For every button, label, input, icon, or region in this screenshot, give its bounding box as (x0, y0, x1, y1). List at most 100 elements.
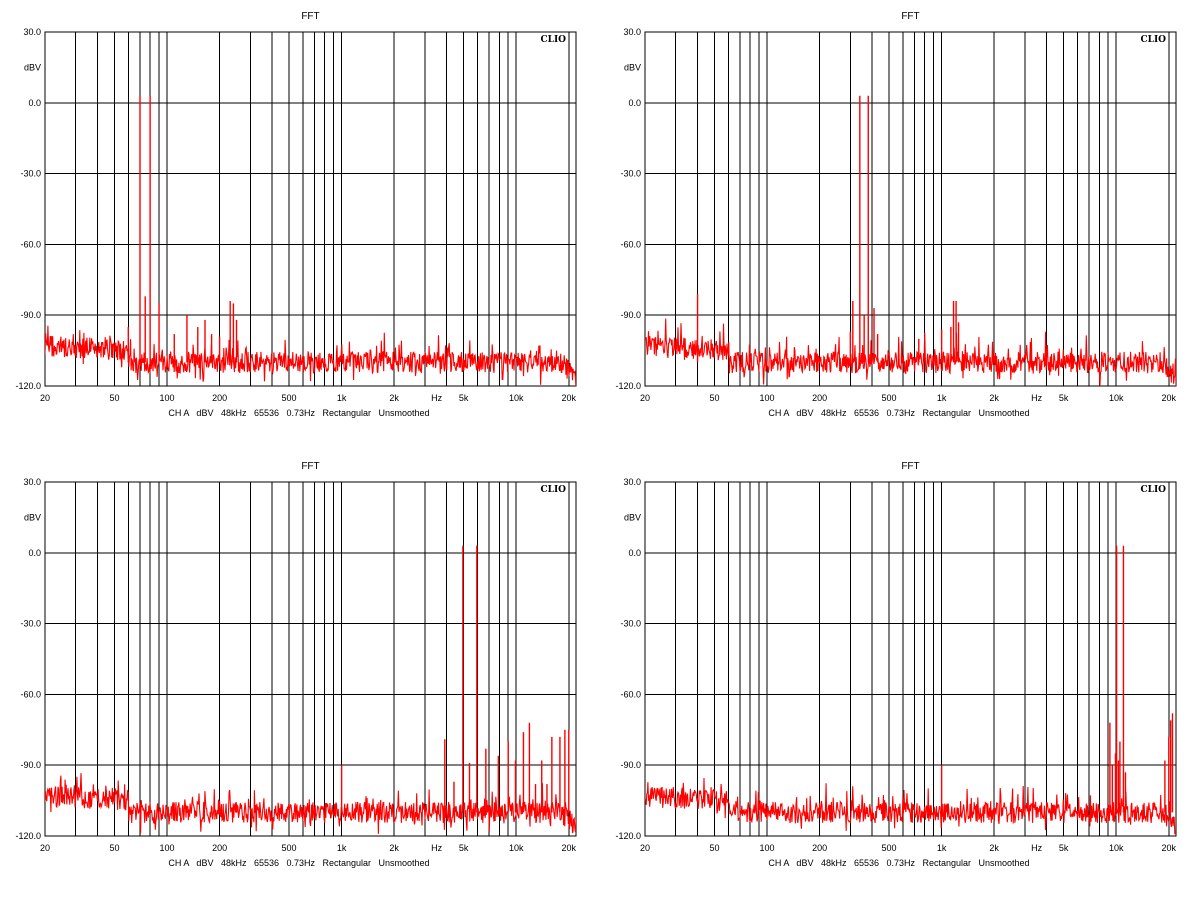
chart-title: FFT (301, 11, 319, 22)
x-tick-label: 2k (389, 843, 399, 853)
plot-area (645, 32, 1176, 386)
y-tick-label: -60.0 (620, 239, 641, 249)
y-tick-label: -30.0 (620, 619, 641, 629)
x-tick-label: 20k (562, 393, 577, 403)
clio-logo: CLIO (540, 35, 566, 45)
x-tick-label: 1k (337, 393, 347, 403)
y-tick-label: 0.0 (628, 548, 641, 558)
x-tick-label: 5k (1059, 843, 1069, 853)
fft-chart-3: FFT 30.0 0.0 -30.0 -60.0 -90.0 -120.0 dBV 20 50 10… (15, 461, 577, 868)
x-tick-label: Hz (431, 393, 442, 403)
clio-logo: CLIO (1140, 485, 1166, 495)
y-tick-label: 0.0 (28, 548, 41, 558)
y-axis-unit: dBV (624, 62, 641, 72)
y-tick-label: 0.0 (628, 98, 641, 108)
x-tick-label: 20 (40, 843, 50, 853)
plot-frame (644, 481, 1177, 837)
x-tick-label: 200 (812, 393, 827, 403)
y-tick-label: -30.0 (20, 169, 41, 179)
x-tick-label: Hz (431, 843, 442, 853)
x-tick-label: 500 (282, 843, 297, 853)
x-tick-label: 20 (640, 393, 650, 403)
clio-logo: CLIO (540, 485, 566, 495)
x-tick-label: 5k (1059, 393, 1069, 403)
x-tick-label: 1k (937, 843, 947, 853)
y-tick-label: -30.0 (20, 619, 41, 629)
x-tick-label: 100 (160, 843, 175, 853)
plot-area (45, 32, 576, 386)
x-tick-label: 5k (459, 843, 469, 853)
fft-noise-trace (645, 318, 1176, 386)
y-tick-label: -120.0 (15, 831, 41, 841)
y-tick-label: -60.0 (20, 689, 41, 699)
measurement-settings: CH A dBV 48kHz 65536 0.73Hz Rectangular … (168, 408, 429, 418)
y-axis-unit: dBV (624, 512, 641, 522)
x-tick-label: 20k (1162, 393, 1177, 403)
plot-area (45, 482, 576, 836)
x-tick-label: 500 (882, 843, 897, 853)
y-tick-label: -90.0 (620, 310, 641, 320)
x-tick-label: 50 (709, 843, 719, 853)
x-tick-label: 20 (40, 393, 50, 403)
measurement-settings: CH A dBV 48kHz 65536 0.73Hz Rectangular … (768, 408, 1029, 418)
x-tick-label: 10k (1109, 843, 1124, 853)
fft-chart-2: FFT 30.0 0.0 -30.0 -60.0 -90.0 -120.0 dBV 20 50 10… (615, 11, 1177, 418)
x-tick-label: 50 (709, 393, 719, 403)
chart-title: FFT (901, 461, 919, 472)
x-tick-label: 100 (760, 393, 775, 403)
y-axis-unit: dBV (24, 512, 41, 522)
y-tick-label: -90.0 (620, 760, 641, 770)
plot-frame (44, 481, 577, 837)
clio-logo: CLIO (1140, 35, 1166, 45)
y-tick-label: -60.0 (20, 239, 41, 249)
x-tick-label: 20 (640, 843, 650, 853)
fft-noise-trace (645, 777, 1176, 835)
chart-title: FFT (301, 461, 319, 472)
y-tick-label: 30.0 (623, 477, 641, 487)
chart-title: FFT (901, 11, 919, 22)
fft-noise-trace (45, 325, 576, 386)
measurement-settings: CH A dBV 48kHz 65536 0.73Hz Rectangular … (168, 858, 429, 868)
x-tick-label: 500 (282, 393, 297, 403)
fft-chart-1: FFT 30.0 0.0 -30.0 -60.0 -90.0 -120.0 dBV 20 50 10… (15, 11, 577, 418)
x-tick-label: 2k (389, 393, 399, 403)
x-tick-label: 2k (989, 843, 999, 853)
y-tick-label: -30.0 (620, 169, 641, 179)
y-tick-label: -120.0 (615, 381, 641, 391)
x-tick-label: Hz (1031, 843, 1042, 853)
plot-frame (644, 31, 1177, 387)
y-tick-label: 30.0 (23, 27, 41, 37)
x-tick-label: 20k (1162, 843, 1177, 853)
x-tick-label: 500 (882, 393, 897, 403)
y-tick-label: -120.0 (15, 381, 41, 391)
plot-area (645, 482, 1176, 836)
x-tick-label: 200 (212, 843, 227, 853)
y-tick-label: -60.0 (620, 689, 641, 699)
x-tick-label: 10k (509, 393, 524, 403)
x-tick-label: 1k (937, 393, 947, 403)
x-tick-label: 1k (337, 843, 347, 853)
plot-frame (44, 31, 577, 387)
x-tick-label: 50 (109, 393, 119, 403)
y-tick-label: -90.0 (20, 760, 41, 770)
x-tick-label: 100 (760, 843, 775, 853)
x-tick-label: 20k (562, 843, 577, 853)
fft-chart-4: FFT 30.0 0.0 -30.0 -60.0 -90.0 -120.0 dBV 20 50 10… (615, 461, 1177, 868)
y-tick-label: 30.0 (23, 477, 41, 487)
x-tick-label: 2k (989, 393, 999, 403)
y-axis-unit: dBV (24, 62, 41, 72)
x-tick-label: 5k (459, 393, 469, 403)
x-tick-label: Hz (1031, 393, 1042, 403)
fft-noise-trace (45, 773, 576, 834)
x-tick-label: 100 (160, 393, 175, 403)
measurement-settings: CH A dBV 48kHz 65536 0.73Hz Rectangular … (768, 858, 1029, 868)
y-tick-label: 0.0 (28, 98, 41, 108)
x-tick-label: 200 (812, 843, 827, 853)
y-tick-label: -90.0 (20, 310, 41, 320)
x-tick-label: 10k (509, 843, 524, 853)
y-tick-label: -120.0 (615, 831, 641, 841)
x-tick-label: 50 (109, 843, 119, 853)
x-tick-label: 200 (212, 393, 227, 403)
y-tick-label: 30.0 (623, 27, 641, 37)
